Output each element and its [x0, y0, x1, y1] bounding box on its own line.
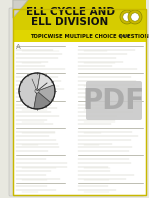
Wedge shape	[37, 73, 54, 91]
Text: ELL DIVISION: ELL DIVISION	[31, 17, 109, 27]
Wedge shape	[34, 91, 51, 109]
Text: A: A	[16, 44, 21, 50]
Circle shape	[131, 13, 139, 21]
Polygon shape	[13, 0, 28, 18]
Circle shape	[120, 10, 134, 24]
Wedge shape	[19, 73, 40, 109]
Text: ELL CYCLE AND: ELL CYCLE AND	[25, 7, 114, 17]
Text: PDF: PDF	[83, 87, 145, 115]
FancyBboxPatch shape	[13, 30, 146, 42]
Circle shape	[123, 35, 125, 37]
Circle shape	[128, 10, 142, 24]
Polygon shape	[13, 0, 28, 18]
Polygon shape	[13, 0, 28, 18]
FancyBboxPatch shape	[13, 0, 146, 30]
Circle shape	[35, 89, 39, 93]
Text: TOPICWISE MULTIPLE CHOICE QUESTIONS: TOPICWISE MULTIPLE CHOICE QUESTIONS	[30, 33, 149, 38]
Circle shape	[123, 13, 131, 21]
FancyBboxPatch shape	[13, 9, 146, 195]
Circle shape	[119, 35, 121, 37]
Wedge shape	[37, 85, 55, 103]
FancyBboxPatch shape	[9, 8, 144, 196]
Circle shape	[127, 35, 129, 37]
FancyBboxPatch shape	[86, 81, 142, 120]
